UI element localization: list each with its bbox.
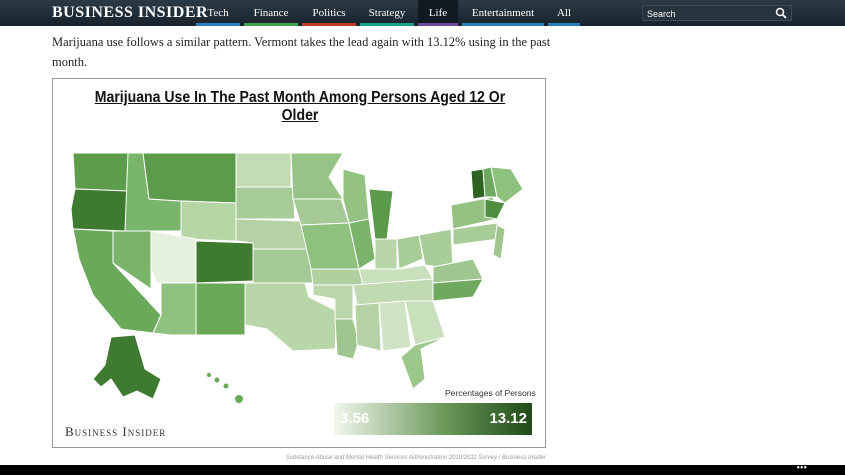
logo[interactable]: BUSINESS INSIDER: [52, 4, 209, 21]
nav-bar: BUSINESS INSIDER Tech Finance Politics S…: [0, 0, 845, 26]
search-box[interactable]: Search: [642, 5, 792, 21]
search-icon[interactable]: [775, 7, 787, 19]
nav-item[interactable]: Finance: [244, 0, 298, 26]
map: [70, 152, 524, 403]
figure: Marijuana Use In The Past Month Among Pe…: [52, 78, 546, 448]
nav-item[interactable]: Politics: [302, 0, 356, 26]
figure-logo: Business Insider: [65, 424, 167, 439]
more-icon[interactable]: •••: [796, 463, 807, 474]
figure-title: Marijuana Use In The Past Month Among Pe…: [94, 89, 506, 124]
nav-item[interactable]: Entertainment: [462, 0, 544, 26]
legend-gradient: 3.56 13.12: [334, 403, 532, 435]
nav-item[interactable]: All: [548, 0, 580, 26]
legend-min: 3.56: [340, 410, 370, 427]
legend-max: 13.12: [489, 410, 527, 427]
nav-item[interactable]: Strategy: [360, 0, 414, 26]
nav-item[interactable]: Tech: [196, 0, 240, 26]
article-paragraph: Marijuana use follows a similar pattern.…: [52, 35, 551, 69]
taskbar: •••: [0, 463, 845, 475]
legend-label: Percentages of Persons: [445, 388, 536, 398]
source-caption: Substance Abuse and Mental Health Servic…: [285, 455, 546, 461]
search-placeholder: Search: [647, 9, 676, 19]
nav-item[interactable]: Life: [418, 0, 458, 26]
